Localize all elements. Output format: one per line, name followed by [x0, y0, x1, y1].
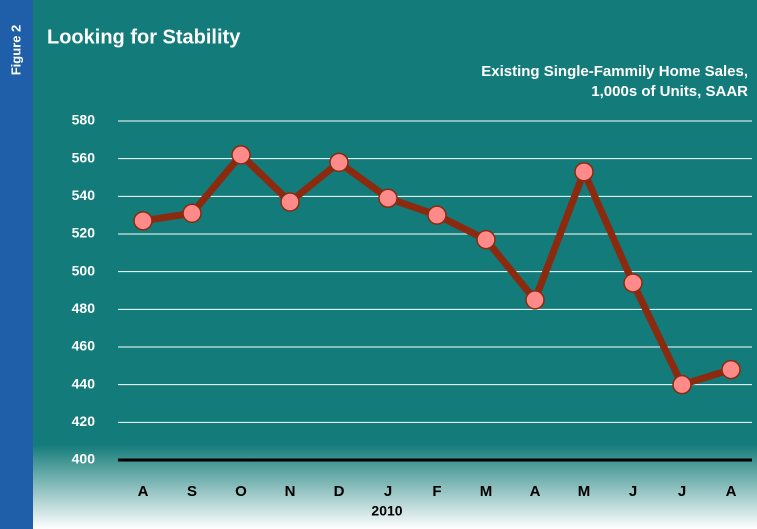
data-point: [329, 152, 349, 173]
subtitle: Existing Single-Fammily Home Sales,: [481, 63, 748, 80]
side-strip: [0, 0, 33, 529]
data-point: [427, 205, 447, 225]
data-point: [378, 188, 398, 208]
y-tick-label: 420: [72, 413, 96, 429]
x-tick-label: N: [285, 483, 296, 500]
y-tick-label: 540: [72, 187, 96, 203]
x-group-label: 2010: [371, 503, 402, 519]
y-tick-label: 440: [72, 375, 96, 391]
data-point: [231, 145, 251, 165]
data-point: [182, 203, 202, 224]
x-tick-label: M: [480, 483, 493, 500]
data-point: [574, 162, 594, 182]
x-tick-label: D: [334, 483, 345, 500]
x-tick-label: F: [432, 483, 441, 500]
y-tick-label: 580: [72, 112, 96, 128]
y-tick-label: 500: [72, 262, 96, 278]
y-tick-label: 480: [72, 300, 96, 316]
plot-background: [33, 0, 757, 529]
x-tick-label: A: [726, 483, 737, 500]
chart-title: Looking for Stability: [47, 26, 241, 48]
subtitle: 1,000s of Units, SAAR: [591, 83, 748, 100]
data-point: [280, 192, 300, 212]
y-tick-label: 520: [72, 225, 96, 241]
data-point: [721, 359, 741, 380]
y-tick-label: 460: [72, 338, 96, 354]
data-point: [623, 273, 643, 293]
data-point: [476, 229, 496, 250]
data-point: [672, 374, 692, 395]
x-tick-label: A: [530, 483, 541, 500]
x-tick-label: J: [384, 483, 392, 500]
x-tick-label: A: [138, 483, 149, 500]
x-tick-label: J: [629, 483, 637, 500]
data-point: [133, 211, 153, 231]
x-tick-label: S: [187, 483, 197, 500]
x-tick-label: J: [678, 483, 686, 500]
figure-label: Figure 2: [8, 25, 23, 76]
y-tick-label: 400: [72, 451, 96, 467]
x-tick-label: M: [578, 483, 591, 500]
x-tick-label: O: [235, 483, 247, 500]
y-tick-label: 560: [72, 149, 96, 165]
data-point: [525, 290, 545, 310]
